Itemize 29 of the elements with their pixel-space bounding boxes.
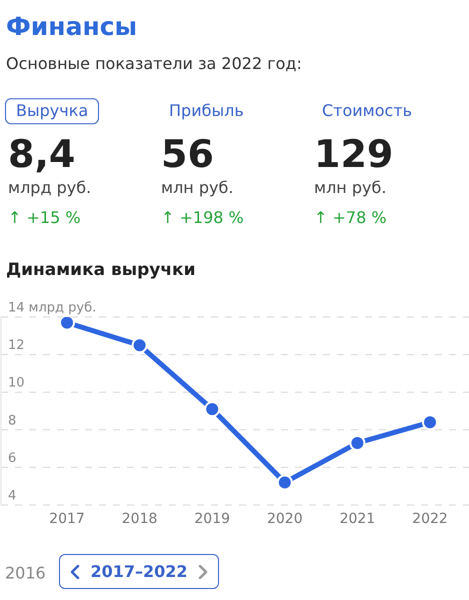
text: 56: [160, 132, 215, 176]
chart-title: Динамика выручки: [6, 260, 196, 280]
x-tick-label: 2020: [266, 510, 303, 527]
text: Стоимость: [321, 100, 414, 122]
text: ↑ +78 %: [313, 208, 388, 228]
y-tick-label: 12: [8, 338, 25, 354]
text: ↑ +15 %: [7, 208, 82, 228]
text: 2017–2022: [90, 562, 188, 581]
text: 129: [313, 132, 394, 176]
x-tick-label: 2022: [412, 510, 448, 527]
text: Основные показатели за 2022 год:: [6, 54, 302, 73]
text: млрд руб.: [7, 178, 92, 198]
text: Выручка: [5, 98, 100, 124]
text: 8,4: [7, 132, 76, 176]
text: млн руб.: [313, 178, 388, 198]
x-tick-label: 2018: [122, 510, 158, 527]
text: 2016: [5, 564, 46, 582]
y-tick-label: 8: [8, 413, 16, 428]
text: ↑ +198 %: [160, 208, 245, 228]
text: Финансы: [6, 12, 138, 41]
y-tick-label: 10: [8, 376, 25, 391]
x-tick-label: 2017: [49, 510, 85, 527]
y-tick-label: 6: [8, 450, 16, 466]
text: млн руб.: [160, 178, 234, 198]
x-tick-label: 2021: [340, 510, 376, 527]
y-tick-label: 14 млрд руб.: [8, 300, 96, 316]
y-tick-label: 4: [8, 488, 16, 504]
text: Прибыль: [168, 100, 245, 122]
x-tick-label: 2019: [194, 510, 230, 527]
